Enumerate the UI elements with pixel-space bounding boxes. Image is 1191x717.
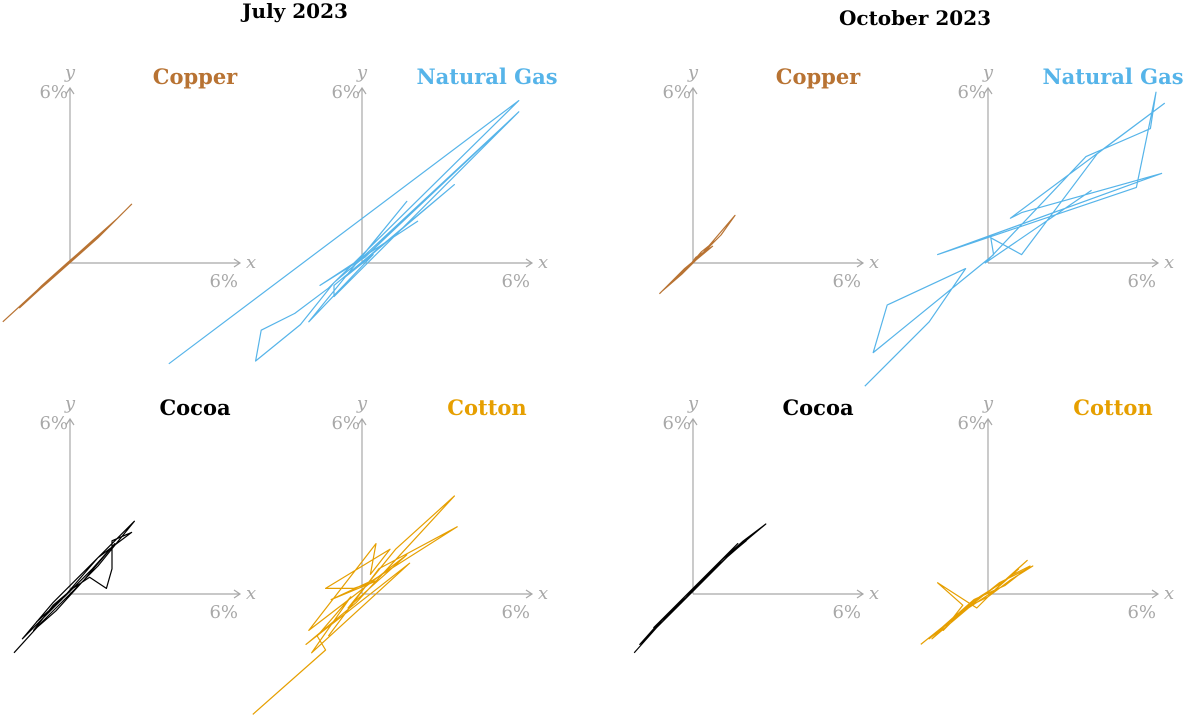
panel-0-cocoa-x-arrow-icon [233, 589, 242, 599]
panel-0-cotton-x-arrow-icon [525, 589, 534, 599]
panel-1-cotton-series-name: Cotton [1073, 395, 1152, 420]
panel-0-copper-y-tick-label: 6% [39, 82, 68, 103]
panel-1-cotton-chart: xy6%6%Cotton [920, 393, 1174, 645]
panel-1-cocoa-y-label: y [687, 393, 699, 414]
panel-0-cocoa-x-label: x [246, 583, 256, 604]
panel-0-natural-gas-chart: xy6%6%Natural Gas [168, 62, 558, 365]
panel-0-cocoa-y-label: y [64, 393, 76, 414]
panel-0-natural-gas-x-arrow-icon [525, 258, 534, 268]
panel-0-natural-gas-series-name: Natural Gas [416, 64, 557, 89]
panel-1-cotton-x-label: x [1164, 583, 1174, 604]
panel-0-cotton-chart: xy6%6%Cotton [252, 393, 548, 715]
panel-0-copper-x-label: x [246, 252, 256, 273]
panel-1-natural-gas-y-label: y [982, 62, 994, 83]
panel-1-cocoa-x-tick-label: 6% [832, 602, 861, 623]
panel-0-cotton-x-label: x [538, 583, 548, 604]
panel-1-cocoa-chart: xy6%6%Cocoa [633, 393, 879, 654]
panel-1-cocoa-y-arrow-icon [688, 417, 698, 426]
panel-1-cotton-y-arrow-icon [983, 417, 993, 426]
panel-0-natural-gas-x-tick-label: 6% [501, 271, 530, 292]
panel-1-natural-gas-series-name: Natural Gas [1042, 64, 1183, 89]
panel-1-copper-x-label: x [869, 252, 879, 273]
panel-0-cocoa-series-name: Cocoa [159, 395, 231, 420]
panel-0-cotton-series-name: Cotton [447, 395, 526, 420]
panel-0-natural-gas-series-line [168, 100, 520, 365]
panel-0-copper-y-label: y [64, 62, 76, 83]
panel-1-cotton-y-tick-label: 6% [957, 413, 986, 434]
panel-1-copper-y-tick-label: 6% [662, 82, 691, 103]
panel-1-cocoa-x-label: x [869, 583, 879, 604]
panel-0-copper-series-line [2, 203, 133, 323]
panel-0-copper-x-tick-label: 6% [209, 271, 238, 292]
panel-1-natural-gas-x-tick-label: 6% [1127, 271, 1156, 292]
panel-0-cocoa-x-tick-label: 6% [209, 602, 238, 623]
panel-1-copper-y-arrow-icon [688, 86, 698, 95]
panel-1-natural-gas-y-arrow-icon [983, 86, 993, 95]
panel-1-cocoa-series-line [633, 523, 767, 654]
panel-0-natural-gas-y-arrow-icon [357, 86, 367, 95]
panel-0-cocoa-chart: xy6%6%Cocoa [13, 393, 256, 654]
panel-title-july-2023: July 2023 [240, 0, 348, 23]
panel-1-copper-chart: xy6%6%Copper [658, 62, 879, 295]
panel-0-natural-gas-x-label: x [538, 252, 548, 273]
panel-0-cotton-y-tick-label: 6% [331, 413, 360, 434]
panel-0-cotton-y-arrow-icon [357, 417, 367, 426]
panel-0-copper-series-name: Copper [153, 64, 238, 89]
panel-1-natural-gas-series-line [864, 91, 1165, 387]
panel-1-natural-gas-chart: xy6%6%Natural Gas [864, 62, 1184, 387]
panel-1-cotton-x-tick-label: 6% [1127, 602, 1156, 623]
panel-1-natural-gas-x-arrow-icon [1151, 258, 1160, 268]
panel-0-natural-gas-y-label: y [356, 62, 368, 83]
panel-0-cocoa-y-arrow-icon [65, 417, 75, 426]
panel-1-cocoa-series-name: Cocoa [782, 395, 854, 420]
panel-0-copper-chart: xy6%6%Copper [2, 62, 256, 323]
panel-0-copper-x-arrow-icon [233, 258, 242, 268]
panel-1-copper-series-name: Copper [776, 64, 861, 89]
panel-0-cotton-x-tick-label: 6% [501, 602, 530, 623]
panel-1-cotton-y-label: y [982, 393, 994, 414]
panel-1-cocoa-y-tick-label: 6% [662, 413, 691, 434]
panel-title-october-2023: October 2023 [839, 6, 991, 30]
panel-0-cocoa-y-tick-label: 6% [39, 413, 68, 434]
panel-1-copper-x-arrow-icon [856, 258, 865, 268]
panel-0-cotton-y-label: y [356, 393, 368, 414]
panel-1-natural-gas-y-tick-label: 6% [957, 82, 986, 103]
panel-1-copper-y-label: y [687, 62, 699, 83]
panel-0-cotton-series-line [252, 495, 458, 715]
panel-0-copper-y-arrow-icon [65, 86, 75, 95]
panel-0-natural-gas-y-tick-label: 6% [331, 82, 360, 103]
panel-1-cocoa-x-arrow-icon [856, 589, 865, 599]
panel-1-copper-x-tick-label: 6% [832, 271, 861, 292]
panel-1-copper-series-line [658, 214, 736, 295]
panel-1-natural-gas-x-label: x [1164, 252, 1174, 273]
panel-1-cotton-x-arrow-icon [1151, 589, 1160, 599]
panel-1-cotton-series-line [920, 559, 1034, 645]
panel-0-cocoa-series-line [13, 520, 135, 654]
